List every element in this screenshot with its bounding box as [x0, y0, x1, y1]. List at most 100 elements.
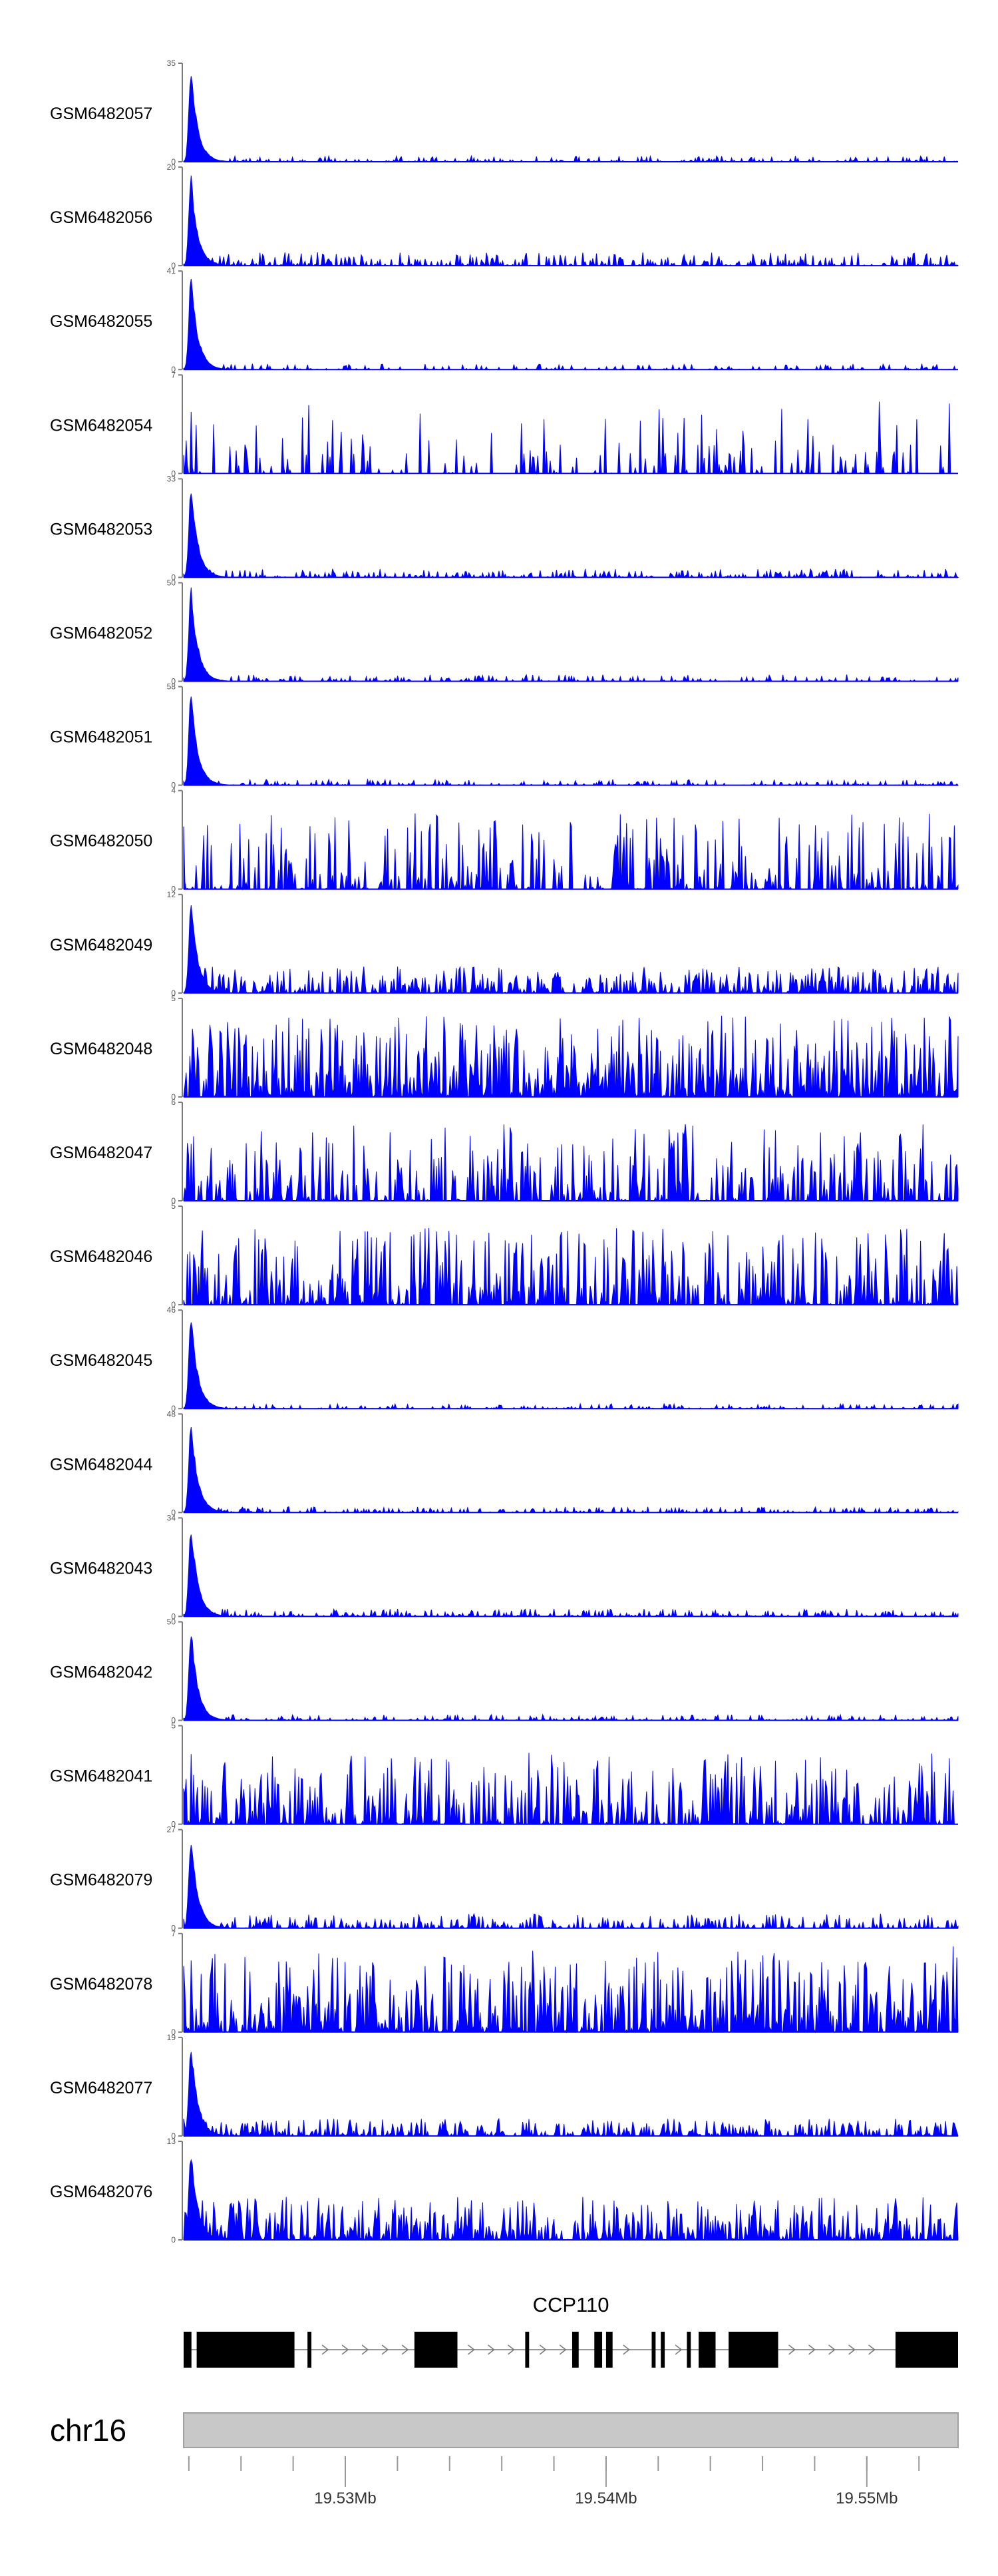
- strand-arrow: [788, 2344, 796, 2355]
- track-GSM6482050: GSM6482050 4 0: [50, 786, 959, 894]
- track-GSM6482043: GSM6482043 34 0: [50, 1513, 959, 1621]
- y-tick-label-max: 5: [171, 994, 176, 1003]
- strand-arrow: [468, 2344, 475, 2355]
- strand-arrow: [508, 2344, 515, 2355]
- coverage-area: [183, 76, 959, 163]
- x-tick-label: 19.53Mb: [314, 2489, 376, 2507]
- track-GSM6482048: GSM6482048 5 0: [50, 994, 959, 1102]
- track-label: GSM6482057: [50, 105, 152, 123]
- track-label: GSM6482077: [50, 2079, 152, 2097]
- y-tick-label-max: 50: [167, 1617, 176, 1627]
- exon: [729, 2332, 778, 2368]
- y-tick-label-min: 0: [171, 157, 176, 166]
- y-tick-label-min: 0: [171, 1508, 176, 1517]
- y-tick-label-min: 0: [171, 365, 176, 374]
- y-tick-label-max: 33: [167, 474, 176, 483]
- coverage-area: [183, 2159, 959, 2241]
- coverage-area: [183, 905, 959, 994]
- track-GSM6482054: GSM6482054 7 0: [50, 370, 958, 478]
- y-tick-label-min: 0: [171, 2131, 176, 2141]
- track-GSM6482047: GSM6482047 6 0: [50, 1098, 959, 1205]
- track-label: GSM6482079: [50, 1871, 152, 1890]
- track-label: GSM6482053: [50, 520, 152, 538]
- y-tick-label-min: 0: [171, 1092, 176, 1102]
- track-GSM6482044: GSM6482044 48 0: [50, 1409, 959, 1517]
- strand-arrow: [848, 2344, 856, 2355]
- track-GSM6482042: GSM6482042 50 0: [50, 1617, 959, 1725]
- coverage-area: [183, 1753, 958, 1826]
- y-tick-label-max: 46: [167, 1305, 176, 1315]
- y-tick-label-min: 0: [171, 677, 176, 686]
- y-tick-label-min: 0: [171, 1924, 176, 1933]
- strand-arrow: [828, 2344, 836, 2355]
- strand-arrow: [539, 2344, 547, 2355]
- coverage-area: [183, 1636, 959, 1722]
- coverage-area: [183, 1015, 959, 1098]
- genome-axis-track: chr16 19.53Mb 19.54Mb 19.55Mb: [50, 2412, 959, 2507]
- y-tick-label-min: 0: [171, 1820, 176, 1829]
- y-tick-label-max: 58: [167, 682, 176, 692]
- track-label: GSM6482050: [50, 832, 152, 851]
- y-tick-label-max: 5: [171, 1721, 176, 1731]
- gene-model: [184, 2332, 958, 2368]
- strand-arrow: [401, 2344, 409, 2355]
- coverage-area: [183, 175, 959, 267]
- exon: [651, 2332, 656, 2368]
- track-label: GSM6482044: [50, 1455, 152, 1474]
- coverage-area: [183, 2051, 959, 2137]
- coverage-area: [183, 1426, 959, 1514]
- coverage-area: [183, 1124, 959, 1202]
- y-tick-label-min: 0: [171, 1716, 176, 1725]
- track-label: GSM6482048: [50, 1040, 152, 1058]
- exon: [594, 2332, 603, 2368]
- y-tick-label-max: 34: [167, 1513, 176, 1522]
- track-GSM6482077: GSM6482077 19 0: [50, 2033, 959, 2141]
- strand-arrow: [381, 2344, 389, 2355]
- track-label: GSM6482055: [50, 312, 152, 331]
- y-tick-label-min: 0: [171, 988, 176, 998]
- exon: [687, 2332, 691, 2368]
- exon: [414, 2332, 458, 2368]
- track-label: GSM6482056: [50, 208, 152, 227]
- y-tick-label-max: 5: [171, 1201, 176, 1211]
- exon: [895, 2332, 958, 2368]
- y-tick-label-min: 0: [171, 572, 176, 582]
- chromosome-bar: [183, 2412, 959, 2448]
- y-tick-label-min: 0: [171, 1196, 176, 1205]
- y-tick-label-min: 0: [171, 1300, 176, 1309]
- track-label: GSM6482041: [50, 1767, 152, 1786]
- track-GSM6482046: GSM6482046 5 0: [50, 1201, 959, 1309]
- coverage-area: [183, 1534, 959, 1618]
- track-GSM6482055: GSM6482055 41 0: [50, 266, 958, 374]
- strand-arrow: [559, 2344, 567, 2355]
- y-tick-label-min: 0: [171, 1404, 176, 1413]
- strand-arrow: [623, 2344, 630, 2355]
- track-label: GSM6482045: [50, 1351, 152, 1370]
- strand-arrow: [361, 2344, 369, 2355]
- exon: [572, 2332, 579, 2368]
- y-tick-label-max: 50: [167, 578, 176, 588]
- exon: [699, 2332, 716, 2368]
- y-tick-label-max: 20: [167, 162, 176, 172]
- exon: [605, 2332, 613, 2368]
- coverage-area: [183, 279, 958, 371]
- y-tick-label-min: 0: [171, 781, 176, 790]
- track-label: GSM6482043: [50, 1559, 152, 1578]
- y-tick-label-max: 7: [171, 1929, 176, 1938]
- track-label: GSM6482046: [50, 1247, 152, 1266]
- track-label: GSM6482042: [50, 1663, 152, 1682]
- y-tick-label-max: 35: [167, 59, 176, 68]
- track-label: GSM6482052: [50, 624, 152, 643]
- track-label: GSM6482054: [50, 416, 152, 435]
- y-tick-label-min: 0: [171, 469, 176, 478]
- y-tick-label-max: 12: [167, 890, 176, 899]
- track-GSM6482051: GSM6482051 58 0: [50, 682, 959, 790]
- strand-arrow: [488, 2344, 495, 2355]
- track-GSM6482045: GSM6482045 46 0: [50, 1305, 959, 1413]
- strand-arrow: [675, 2344, 683, 2355]
- chromosome-label: chr16: [50, 2413, 126, 2448]
- data-tracks: GSM6482057350GSM6482056200GSM6482055410G…: [50, 59, 959, 2245]
- coverage-area: [183, 587, 959, 683]
- exon: [307, 2332, 312, 2368]
- track-GSM6482041: GSM6482041 5 0: [50, 1721, 958, 1829]
